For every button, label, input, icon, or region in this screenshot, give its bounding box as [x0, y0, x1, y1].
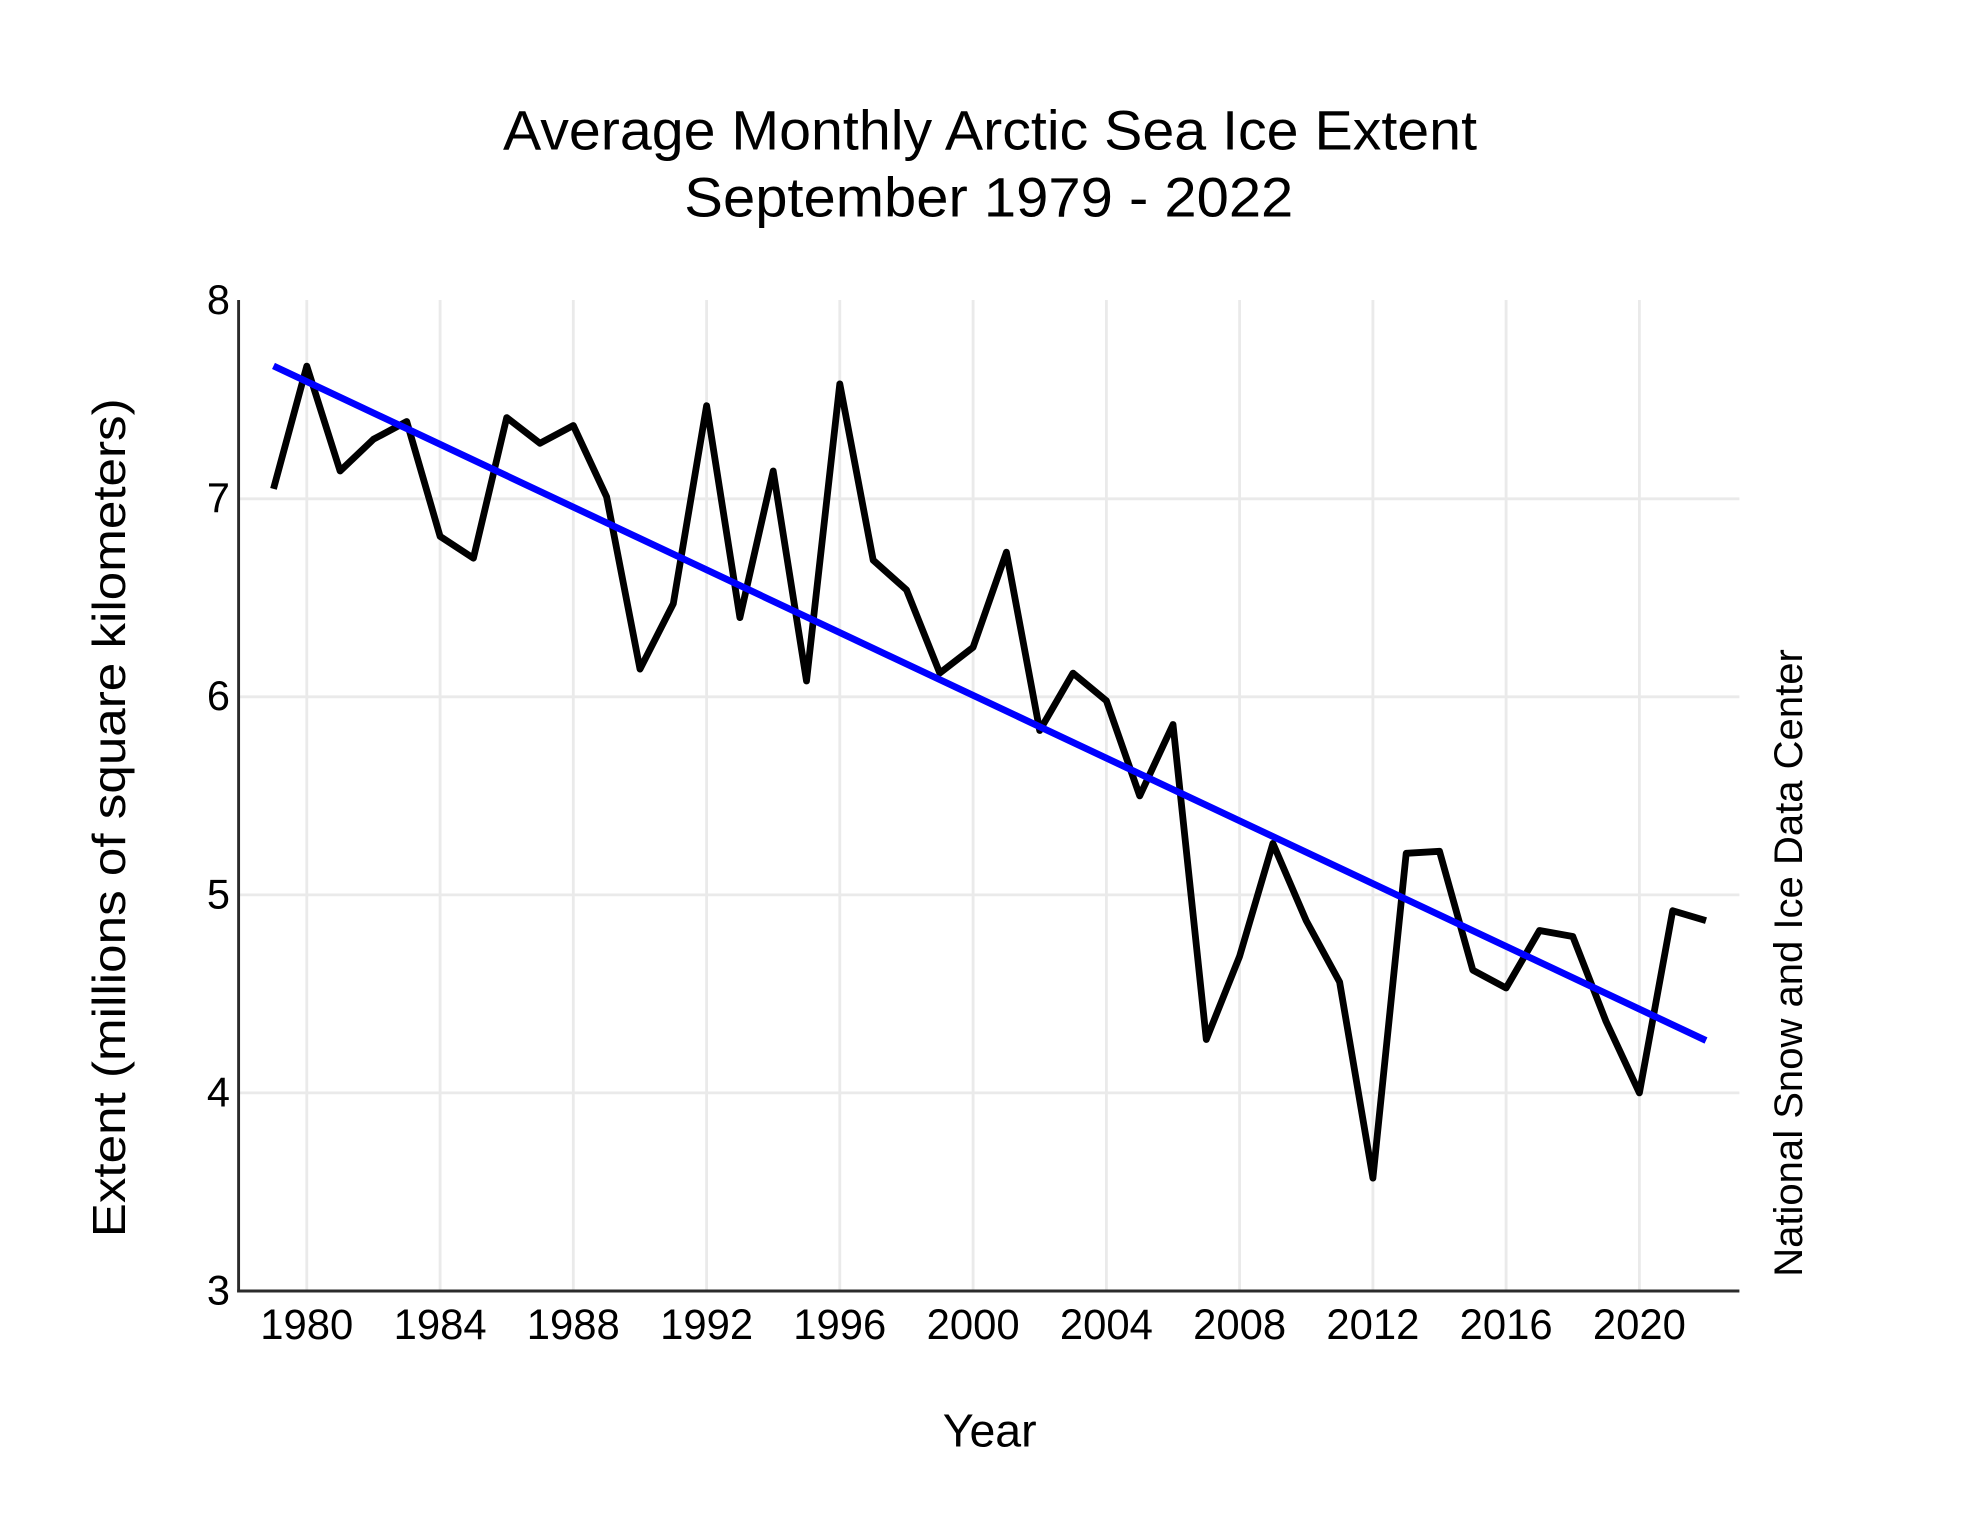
svg-text:6: 6: [207, 672, 230, 719]
svg-text:7: 7: [207, 474, 230, 521]
svg-text:5: 5: [207, 870, 230, 917]
svg-text:September 1979 - 2022: September 1979 - 2022: [684, 166, 1293, 228]
svg-text:4: 4: [207, 1068, 230, 1115]
svg-text:8: 8: [207, 276, 230, 323]
svg-text:Year: Year: [943, 1405, 1037, 1457]
svg-text:1992: 1992: [660, 1301, 753, 1349]
svg-text:2016: 2016: [1460, 1301, 1553, 1349]
svg-text:1988: 1988: [527, 1301, 620, 1349]
svg-text:1996: 1996: [793, 1301, 886, 1349]
svg-text:2000: 2000: [927, 1301, 1020, 1349]
svg-text:Extent (millions of square kil: Extent (millions of square kilometers): [83, 398, 135, 1237]
svg-text:National Snow and Ice Data Cen: National Snow and Ice Data Center: [1767, 649, 1811, 1277]
svg-text:2020: 2020: [1593, 1301, 1686, 1349]
svg-text:1980: 1980: [260, 1301, 353, 1349]
svg-text:3: 3: [207, 1266, 230, 1313]
svg-text:2004: 2004: [1060, 1301, 1153, 1349]
svg-text:2008: 2008: [1193, 1301, 1286, 1349]
svg-text:Average Monthly Arctic Sea Ice: Average Monthly Arctic Sea Ice Extent: [503, 100, 1477, 162]
svg-text:1984: 1984: [394, 1301, 487, 1349]
svg-text:2012: 2012: [1326, 1301, 1419, 1349]
